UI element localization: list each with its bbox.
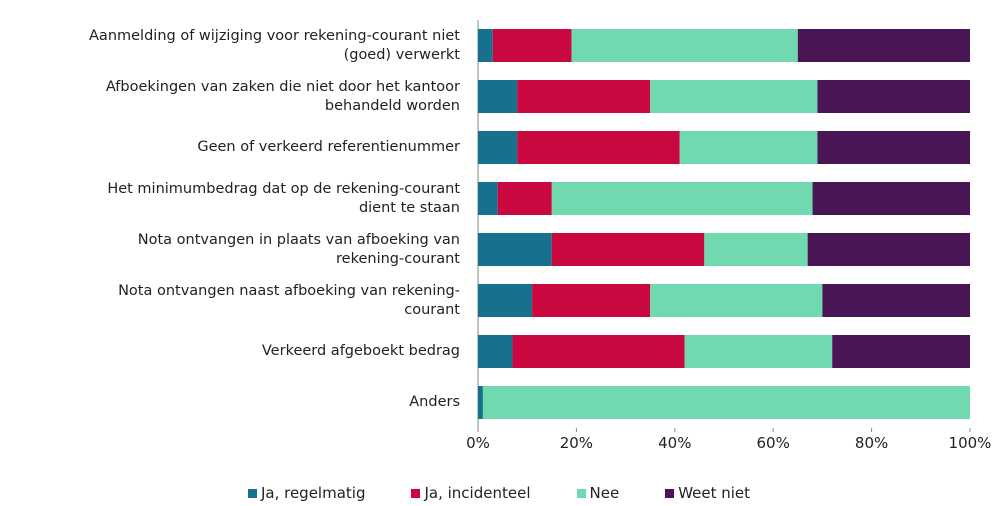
category-label: Afboekingen van zaken die niet door het … [105, 78, 460, 114]
legend-item: Weet niet [665, 484, 750, 502]
bar-segment [497, 182, 552, 215]
legend-label: Weet niet [678, 484, 751, 502]
bar-segment [571, 29, 798, 62]
bar-segment [650, 80, 818, 113]
bar-segment [797, 29, 970, 62]
legend-swatch [411, 488, 421, 498]
bar-segment [478, 182, 498, 215]
bar-segment [812, 182, 970, 215]
bar-segment [517, 131, 680, 164]
category-label: Verkeerd afgeboekt bedrag [261, 343, 460, 359]
bar-segment [492, 29, 572, 62]
legend-swatch [665, 488, 675, 498]
bar-segment [478, 29, 493, 62]
bar-segment [807, 233, 970, 266]
category-label: Aanmelding of wijziging voor rekening-co… [89, 27, 460, 63]
bar-segment [822, 284, 970, 317]
legend-item: Ja, incidenteel [411, 484, 531, 502]
x-tick-label: 80% [854, 434, 889, 452]
x-tick-label: 0% [466, 434, 490, 452]
bar-segment [478, 233, 552, 266]
bar-segment [478, 80, 518, 113]
bar-segment [478, 335, 513, 368]
bar-segment [684, 335, 833, 368]
bar-segment [512, 335, 685, 368]
legend-label: Nee [589, 484, 620, 502]
x-tick-label: 20% [559, 434, 594, 452]
bar-segment [650, 284, 823, 317]
bar-segment [817, 80, 970, 113]
x-tick-label: 100% [948, 434, 992, 452]
bar-segment [679, 131, 818, 164]
bar-segment [478, 284, 533, 317]
category-label: Het minimumbedrag dat op de rekening-cou… [107, 180, 460, 216]
x-tick-label: 40% [658, 434, 692, 452]
category-label: Nota ontvangen naast afboeking van reken… [118, 282, 460, 318]
legend-item: Ja, regelmatig [247, 484, 366, 502]
bar-segment [817, 131, 970, 164]
legend-swatch [576, 488, 586, 498]
bar-segment [482, 386, 970, 419]
bar-segment [478, 386, 483, 419]
category-label: Geen of verkeerd referentienummer [197, 139, 460, 155]
x-tick-label: 60% [756, 434, 790, 452]
legend-item: Nee [576, 484, 620, 502]
legend: Ja, regelmatig Ja, incidenteel Nee Weet nie… [0, 484, 998, 502]
bar-segment [478, 131, 518, 164]
bar-segment [704, 233, 808, 266]
bar-segment [832, 335, 970, 368]
category-label: Nota ontvangen in plaats van afboeking v… [137, 231, 460, 267]
legend-label: Ja, incidenteel [424, 484, 531, 502]
bar-segment [532, 284, 651, 317]
category-label: Anders [409, 394, 460, 410]
legend-label: Ja, regelmatig [260, 484, 366, 502]
bar-segment [551, 233, 705, 266]
legend-swatch [247, 488, 257, 498]
bar-segment [517, 80, 651, 113]
bar-segment [551, 182, 813, 215]
